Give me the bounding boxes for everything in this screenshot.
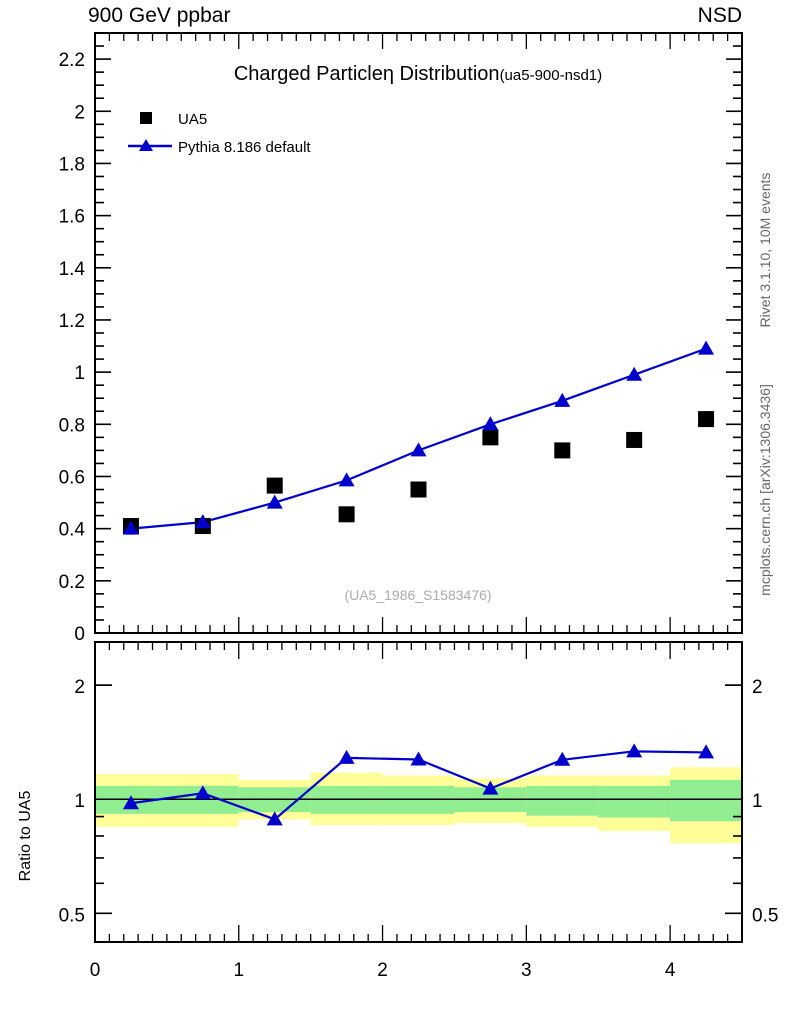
main-ytick-label: 0.2 [59, 572, 85, 593]
main-ytick-label: 0.8 [59, 415, 85, 436]
pythia-data-marker [122, 520, 139, 535]
legend-marker-square [140, 112, 152, 124]
ratio-ytick-label: 0.5 [59, 905, 85, 926]
ratio-pythia-marker [626, 743, 643, 758]
ua5-data-marker [698, 411, 715, 428]
ratio-ytick-label-right: 2 [752, 677, 763, 698]
header-left-label: 900 GeV ppbar [88, 4, 230, 27]
plot-title: Charged Particleη Distribution(ua5-900-n… [234, 63, 602, 85]
ua5-data-marker [626, 431, 643, 448]
analysis-watermark: (UA5_1986_S1583476) [344, 587, 491, 603]
band-inner [670, 779, 742, 822]
ratio-xtick-label: 4 [665, 960, 676, 981]
main-ytick-label: 0.6 [59, 467, 85, 488]
ratio-plot-panel: 0.5 0.5 1 1 2 2 0 1 2 3 4 Ratio to UA5 [0, 636, 786, 1024]
main-plot-panel: 0 0.2 0.4 0.6 0.8 1 1.2 1.4 1.6 1.8 2 2.2 Charged P… [0, 30, 786, 640]
main-ytick-label: 1.8 [59, 154, 85, 175]
pythia-data-marker [266, 494, 283, 509]
pythia-data-marker [194, 514, 211, 529]
ratio-pythia-marker [698, 744, 715, 759]
ratio-uncertainty-bands [95, 767, 742, 844]
main-ytick-label: 0.4 [59, 520, 86, 541]
ratio-pythia-marker [338, 749, 355, 764]
ratio-pythia-marker [194, 785, 211, 800]
main-data-series [122, 340, 715, 535]
ua5-data-marker [338, 506, 355, 523]
ratio-ytick-label: 2 [74, 677, 85, 698]
ratio-axis-label: Ratio to UA5 [17, 791, 34, 882]
legend-entry-ua5[interactable]: UA5 [140, 111, 207, 128]
ratio-xtick-label: 3 [521, 960, 532, 981]
legend-marker-triangle [139, 139, 153, 151]
main-ytick-label: 2.2 [59, 50, 85, 71]
ratio-ytick-label-right: 0.5 [752, 905, 778, 926]
main-ytick-label: 2 [74, 102, 85, 123]
ratio-pythia-marker [554, 751, 571, 766]
ua5-data-marker [410, 481, 427, 498]
ua5-data-marker [482, 429, 499, 446]
ratio-pythia-marker [410, 751, 427, 766]
main-ytick-label: 0 [74, 624, 85, 640]
main-ytick-label: 1 [74, 363, 85, 384]
ratio-xtick-labels: 0 1 2 3 4 [90, 960, 676, 981]
pythia-data-marker [554, 392, 571, 407]
plot-header: 900 GeV ppbar NSD [0, 0, 786, 30]
pythia-data-marker [482, 416, 499, 431]
ratio-ytick-label: 1 [74, 791, 85, 812]
main-axis-ticks [94, 32, 743, 634]
main-ytick-label: 1.4 [59, 259, 86, 280]
band-inner [598, 785, 671, 818]
ratio-xtick-label: 2 [377, 960, 388, 981]
ratio-xtick-label: 0 [90, 960, 101, 981]
ratio-plot-frame [94, 641, 743, 943]
pythia-data-marker [338, 472, 355, 487]
ratio-pythia-marker [122, 795, 139, 810]
ratio-axis-ticks [94, 642, 743, 942]
legend: UA5 Pythia 8.186 default [128, 111, 311, 156]
main-ytick-label: 1.2 [59, 311, 85, 332]
pythia-data-marker [626, 366, 643, 381]
legend-entry-pythia[interactable]: Pythia 8.186 default [128, 139, 311, 156]
main-ytick-labels: 0 0.2 0.4 0.6 0.8 1 1.2 1.4 1.6 1.8 2 2.2 [59, 50, 86, 640]
ratio-ytick-label-right: 1 [752, 791, 763, 812]
legend-label-pythia: Pythia 8.186 default [178, 139, 311, 156]
pythia-data-marker [698, 340, 715, 355]
band-inner [526, 785, 599, 816]
ratio-xtick-label: 1 [233, 960, 244, 981]
ratio-pythia-marker [266, 811, 283, 826]
pythia-data-marker [410, 442, 427, 457]
ua5-data-marker [266, 477, 283, 494]
ratio-data-series [122, 743, 715, 826]
main-plot-frame [94, 32, 743, 634]
ratio-ytick-labels: 0.5 0.5 1 1 2 2 [59, 677, 779, 926]
legend-label-ua5: UA5 [178, 111, 207, 128]
header-right-label: NSD [698, 4, 742, 27]
ua5-data-marker [554, 442, 571, 459]
ratio-pythia-marker [482, 780, 499, 795]
pythia-line [130, 347, 707, 530]
main-ytick-label: 1.6 [59, 207, 85, 228]
